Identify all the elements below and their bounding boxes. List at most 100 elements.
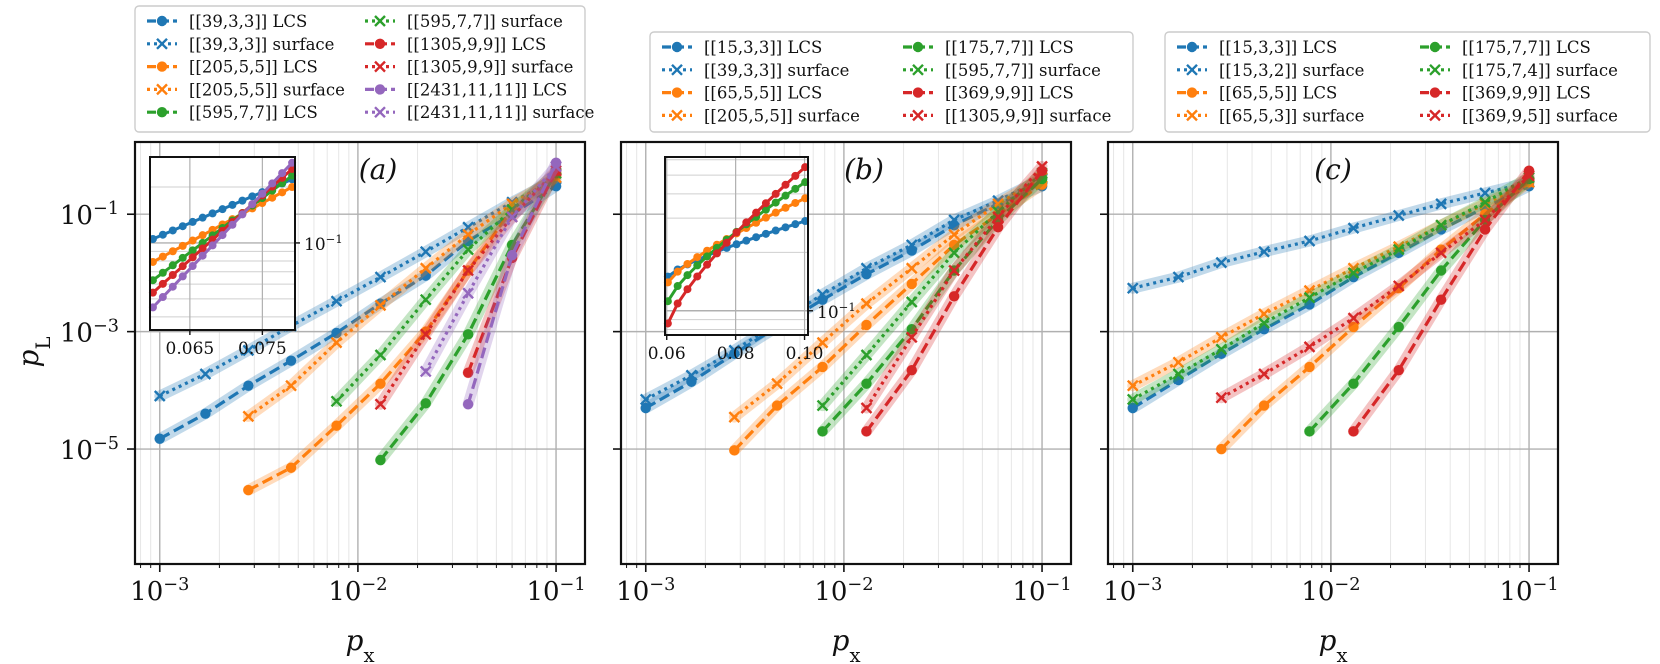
axes-frame — [619, 140, 1073, 566]
legend-label: [[39,3,3]] LCS — [189, 12, 307, 31]
data-point — [1172, 271, 1185, 283]
data-point — [817, 426, 828, 437]
inset-data-point — [693, 261, 702, 270]
data-point — [285, 462, 297, 473]
data-point — [419, 365, 432, 378]
legend-marker — [1429, 109, 1441, 122]
data-point — [330, 295, 343, 308]
x-axis-label: px — [832, 624, 861, 664]
inset-x-tick-label: 0.06 — [648, 344, 686, 364]
legend-label: [[2431,11,11]] surface — [407, 103, 594, 122]
data-point — [905, 262, 918, 275]
data-point — [374, 271, 387, 283]
panel-label: (b) — [844, 153, 884, 186]
inset-data-point — [168, 282, 177, 291]
data-point — [1347, 262, 1360, 275]
inset-data-point — [188, 217, 197, 226]
series-line — [733, 176, 1043, 419]
inset-data-point — [158, 230, 167, 239]
inset-data-point — [722, 238, 731, 247]
inset-data-point — [761, 199, 770, 208]
data-point — [948, 214, 960, 226]
inset-data-point — [781, 191, 790, 200]
inset-2: 0.06 0.08 0.10 10−1 — [648, 156, 856, 364]
legend-label: [[1305,9,9]] surface — [407, 58, 573, 77]
inset-data-point — [781, 180, 790, 189]
legend-label: [[595,7,7]] surface — [407, 12, 563, 31]
data-point — [860, 349, 873, 361]
legend-entry: [[369,9,9]] LCS — [1420, 84, 1591, 103]
data-point — [420, 398, 431, 409]
inset-data-point — [228, 220, 237, 229]
series-line — [1220, 174, 1531, 400]
data-point — [506, 250, 518, 261]
legend-label: [[2431,11,11]] LCS — [407, 80, 567, 99]
inset-data-point — [771, 226, 780, 235]
data-point — [861, 426, 872, 437]
data-point — [1215, 391, 1228, 404]
data-point — [242, 410, 255, 423]
data-point — [861, 319, 872, 331]
series--369-9-9-lcs — [1348, 165, 1535, 437]
inset-data-point — [742, 236, 751, 245]
data-point — [1435, 246, 1447, 259]
legend-entry: [[369,9,5]] surface — [1420, 106, 1618, 125]
series-line — [247, 174, 557, 492]
data-point — [1435, 265, 1447, 276]
inset-data-point — [683, 259, 692, 268]
data-point — [285, 379, 297, 392]
data-point — [1126, 282, 1139, 295]
data-point — [992, 194, 1004, 207]
series-line — [159, 177, 557, 398]
inset-x-tick-label: 0.08 — [717, 344, 755, 364]
data-point — [817, 361, 828, 373]
legend-marker — [912, 87, 924, 98]
data-point — [728, 344, 741, 357]
legend-label: [[1305,9,9]] surface — [945, 106, 1111, 125]
inset-data-point — [742, 218, 751, 227]
inset-data-point — [238, 210, 247, 219]
data-point — [860, 262, 873, 275]
data-point — [861, 378, 872, 389]
legend-label: [[175,7,7]] LCS — [1462, 38, 1591, 57]
data-point — [948, 239, 960, 251]
y-axis-label: pL — [12, 337, 55, 368]
legend-label: [[175,7,7]] LCS — [945, 38, 1074, 57]
inset-data-point — [188, 262, 197, 271]
data-point — [905, 239, 918, 251]
inset-data-point — [791, 220, 800, 229]
data-point — [685, 369, 698, 382]
inset-data-point — [752, 233, 761, 242]
series--175-7-4-surface — [1126, 171, 1535, 406]
data-point — [462, 287, 474, 300]
legend-label: [[369,9,9]] LCS — [945, 84, 1074, 103]
inset-data-point — [683, 271, 692, 280]
legend-marker — [671, 63, 683, 76]
inset-data-point — [278, 169, 287, 178]
axes-frame — [133, 140, 587, 566]
data-point — [243, 484, 254, 496]
inset-data-point — [771, 198, 780, 207]
series--369-9-5-surface — [1215, 170, 1535, 404]
data-point — [200, 408, 211, 419]
data-point — [1435, 198, 1447, 210]
inset-data-point — [218, 205, 227, 214]
legend-entry: [[39,3,3]] surface — [147, 35, 334, 54]
data-point — [771, 400, 783, 411]
inset-data-point — [771, 208, 780, 217]
data-point — [1303, 235, 1316, 247]
inset-data-point — [258, 189, 267, 198]
legend-box — [1164, 31, 1651, 133]
inset-data-point — [178, 262, 187, 271]
inset-data-point — [158, 268, 167, 277]
data-point — [1347, 222, 1360, 234]
legend-label: [[15,3,2]] surface — [1219, 61, 1364, 80]
x-tick-label: 10−2 — [1301, 575, 1360, 607]
y-tick-label: 10−1 — [60, 199, 119, 231]
inset-data-point — [761, 205, 770, 214]
series-line — [466, 162, 558, 405]
series-line — [1131, 184, 1530, 410]
inset-data-point — [761, 213, 770, 222]
legend-marker — [374, 60, 386, 73]
